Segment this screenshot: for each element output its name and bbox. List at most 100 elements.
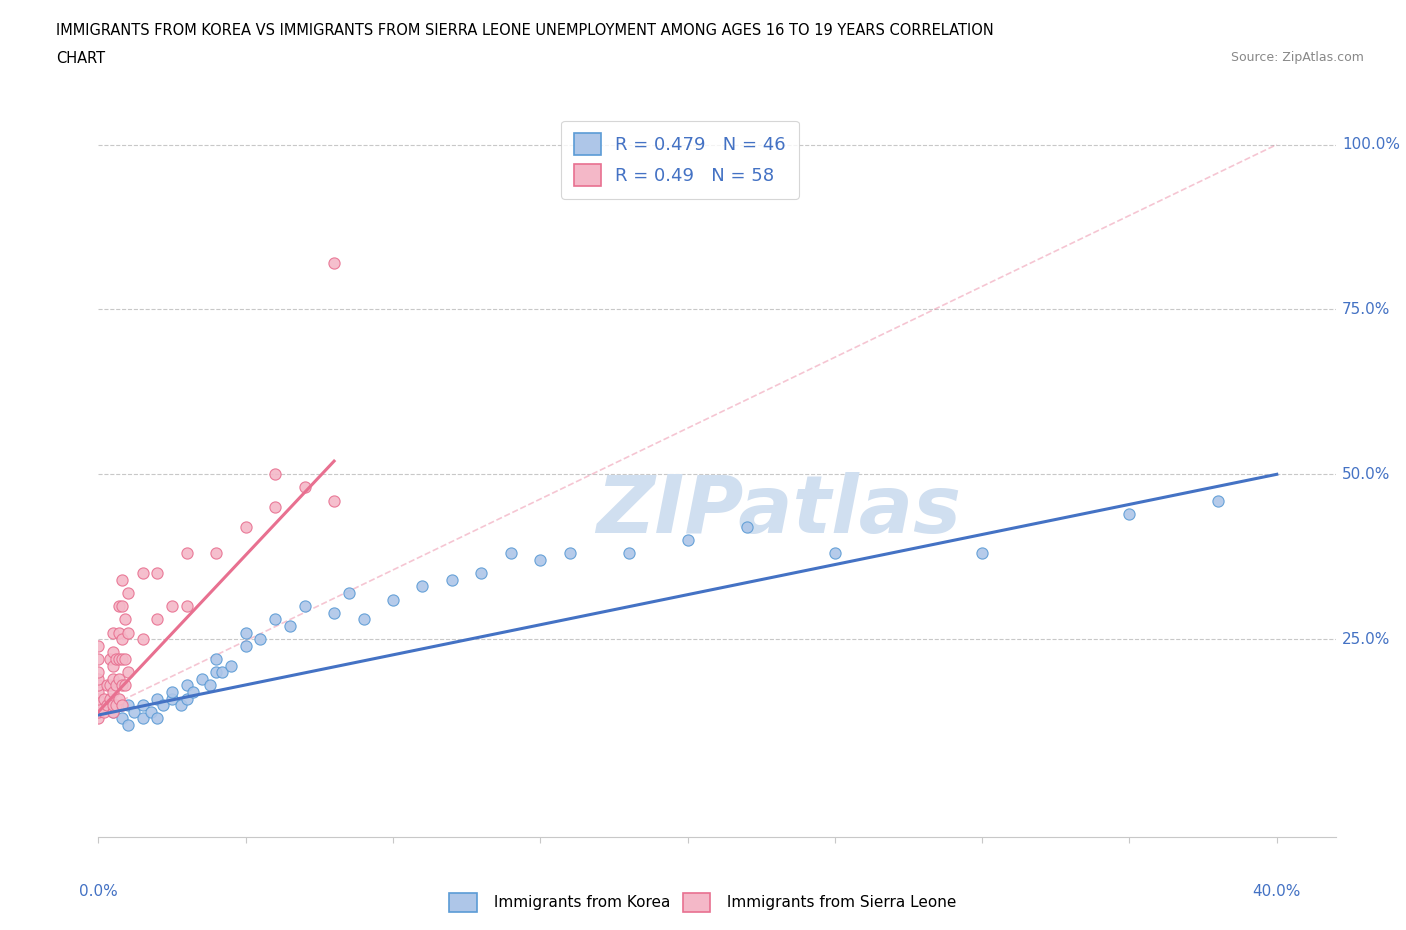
Point <box>205 546 228 561</box>
Point <box>87 711 110 725</box>
Point <box>87 678 110 693</box>
Legend:  Immigrants from Korea,  Immigrants from Sierra Leone: Immigrants from Korea, Immigrants from S… <box>443 887 963 918</box>
Point <box>146 565 169 580</box>
Point <box>87 698 110 712</box>
Point <box>499 546 522 561</box>
Point <box>160 691 183 706</box>
Point <box>264 467 287 482</box>
Point <box>176 599 198 614</box>
Point <box>294 599 316 614</box>
Point <box>117 625 139 640</box>
Point <box>98 678 121 693</box>
Point <box>96 678 118 693</box>
Point <box>235 638 257 653</box>
Point <box>264 612 287 627</box>
Point <box>108 625 131 640</box>
Point <box>323 493 346 508</box>
Point <box>93 704 115 719</box>
Point <box>108 652 131 667</box>
Point <box>1118 507 1140 522</box>
Point <box>101 704 124 719</box>
Point <box>105 652 128 667</box>
Point <box>98 652 121 667</box>
Point <box>131 631 153 646</box>
Legend: R = 0.479   N = 46, R = 0.49   N = 58: R = 0.479 N = 46, R = 0.49 N = 58 <box>561 121 799 199</box>
Point <box>294 480 316 495</box>
Point <box>101 658 124 673</box>
Point <box>219 658 242 673</box>
Text: ZIPatlas: ZIPatlas <box>596 472 962 550</box>
Point <box>176 546 198 561</box>
Point <box>440 572 463 587</box>
Text: 25.0%: 25.0% <box>1341 631 1391 646</box>
Point <box>122 704 145 719</box>
Point <box>117 665 139 680</box>
Point <box>87 684 110 699</box>
Point <box>87 638 110 653</box>
Point <box>131 565 153 580</box>
Point <box>146 711 169 725</box>
Point <box>152 698 174 712</box>
Point <box>735 520 758 535</box>
Point <box>101 644 124 659</box>
Point <box>181 684 204 699</box>
Text: 50.0%: 50.0% <box>1341 467 1391 482</box>
Point <box>160 684 183 699</box>
Point <box>111 572 134 587</box>
Point <box>87 652 110 667</box>
Point <box>146 612 169 627</box>
Point <box>529 552 551 567</box>
Point <box>108 691 131 706</box>
Point <box>111 711 134 725</box>
Text: CHART: CHART <box>56 51 105 66</box>
Point <box>337 586 360 601</box>
Point <box>249 631 271 646</box>
Point <box>87 691 110 706</box>
Point <box>558 546 581 561</box>
Point <box>824 546 846 561</box>
Point <box>101 704 124 719</box>
Point <box>111 652 134 667</box>
Point <box>101 698 124 712</box>
Point <box>105 678 128 693</box>
Text: IMMIGRANTS FROM KOREA VS IMMIGRANTS FROM SIERRA LEONE UNEMPLOYMENT AMONG AGES 16: IMMIGRANTS FROM KOREA VS IMMIGRANTS FROM… <box>56 23 994 38</box>
Point <box>323 256 346 271</box>
Point <box>114 652 136 667</box>
Point <box>131 711 153 725</box>
Text: 40.0%: 40.0% <box>1253 884 1301 899</box>
Point <box>117 717 139 732</box>
Point <box>111 599 134 614</box>
Point <box>170 698 193 712</box>
Point <box>278 618 301 633</box>
Point <box>205 652 228 667</box>
Point <box>411 579 433 594</box>
Text: 0.0%: 0.0% <box>79 884 118 899</box>
Text: 75.0%: 75.0% <box>1341 302 1391 317</box>
Point <box>111 698 134 712</box>
Point <box>141 704 163 719</box>
Point <box>353 612 375 627</box>
Point <box>264 499 287 514</box>
Point <box>200 678 222 693</box>
Point <box>676 533 699 548</box>
Point <box>211 665 233 680</box>
Point <box>190 671 212 686</box>
Point <box>87 704 110 719</box>
Point <box>96 698 118 712</box>
Point <box>382 592 405 607</box>
Point <box>101 684 124 699</box>
Point <box>101 625 124 640</box>
Point <box>117 586 139 601</box>
Point <box>470 565 492 580</box>
Point <box>105 698 128 712</box>
Point <box>235 520 257 535</box>
Point <box>323 605 346 620</box>
Point <box>98 691 121 706</box>
Point <box>108 671 131 686</box>
Text: 100.0%: 100.0% <box>1341 137 1400 153</box>
Point <box>205 665 228 680</box>
Point <box>111 631 134 646</box>
Point <box>93 691 115 706</box>
Point <box>87 671 110 686</box>
Point <box>972 546 994 561</box>
